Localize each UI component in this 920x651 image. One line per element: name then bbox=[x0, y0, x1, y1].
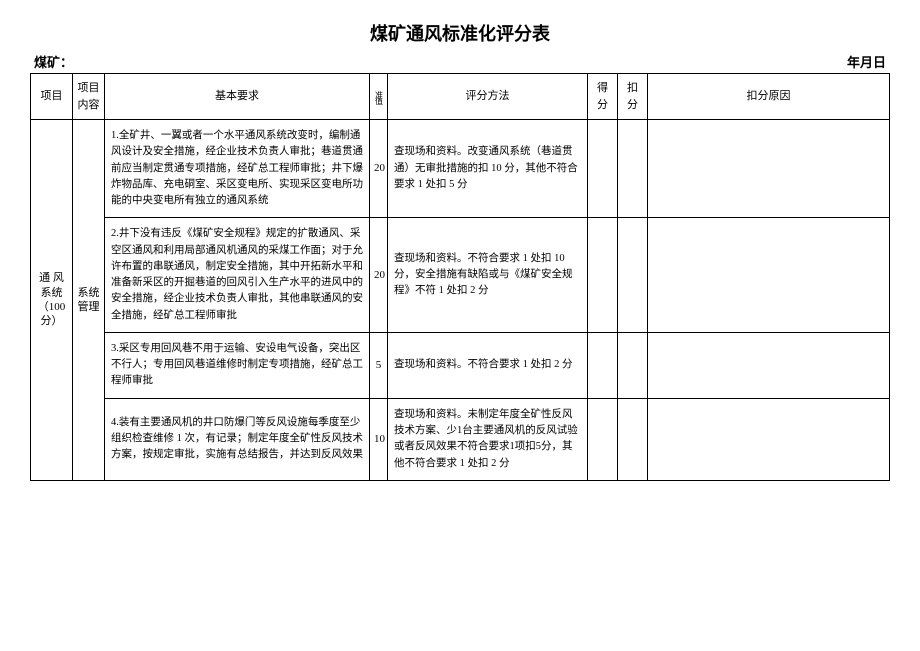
method-cell: 查现场和资料。改变通风系统（巷道贯通）无审批措施的扣 10 分，其他不符合要求 … bbox=[388, 120, 588, 218]
requirement-cell: 4.装有主要通风机的井口防爆门等反风设施每季度至少组织检查维修 1 次，有记录；… bbox=[105, 398, 370, 480]
score-cell bbox=[588, 120, 618, 218]
reason-cell bbox=[648, 120, 890, 218]
header-left: 煤矿： bbox=[34, 52, 73, 71]
requirement-cell: 1.全矿井、一翼或者一个水平通风系统改变时，编制通风设计及安全措施，经企业技术负… bbox=[105, 120, 370, 218]
col-content: 项目内容 bbox=[73, 74, 105, 120]
method-cell: 查现场和资料。不符合要求 1 处扣 10分，安全措施有缺陷或与《煤矿安全规程》不… bbox=[388, 218, 588, 333]
deduct-cell bbox=[618, 218, 648, 333]
score-cell bbox=[588, 218, 618, 333]
col-deduct: 扣分 bbox=[618, 74, 648, 120]
method-cell: 查现场和资料。未制定年度全矿性反风技术方案、少1台主要通风机的反风试验或者反风效… bbox=[388, 398, 588, 480]
requirement-cell: 2.井下没有违反《煤矿安全规程》规定的扩散通风、采空区通风和利用局部通风机通风的… bbox=[105, 218, 370, 333]
deduct-cell bbox=[618, 332, 648, 398]
table-row: 2.井下没有违反《煤矿安全规程》规定的扩散通风、采空区通风和利用局部通风机通风的… bbox=[31, 218, 890, 333]
table-row: 4.装有主要通风机的井口防爆门等反风设施每季度至少组织检查维修 1 次，有记录；… bbox=[31, 398, 890, 480]
project-cell: 通 风系统（100分） bbox=[31, 120, 73, 481]
table-row: 通 风系统（100分） 系统管理 1.全矿井、一翼或者一个水平通风系统改变时，编… bbox=[31, 120, 890, 218]
stdvalue-cell: 10 bbox=[370, 398, 388, 480]
method-cell: 查现场和资料。不符合要求 1 处扣 2 分 bbox=[388, 332, 588, 398]
reason-cell bbox=[648, 332, 890, 398]
stdvalue-cell: 20 bbox=[370, 218, 388, 333]
page-title: 煤矿通风标准化评分表 bbox=[30, 20, 890, 46]
table-header-row: 项目 项目内容 基本要求 准值 评分方法 得分 扣分 扣分原因 bbox=[31, 74, 890, 120]
content-cell: 系统管理 bbox=[73, 120, 105, 481]
col-project: 项目 bbox=[31, 74, 73, 120]
header-right: 年月日 bbox=[847, 52, 886, 71]
col-reason: 扣分原因 bbox=[648, 74, 890, 120]
col-method: 评分方法 bbox=[388, 74, 588, 120]
reason-cell bbox=[648, 398, 890, 480]
col-score: 得分 bbox=[588, 74, 618, 120]
score-table: 项目 项目内容 基本要求 准值 评分方法 得分 扣分 扣分原因 通 风系统（10… bbox=[30, 73, 890, 481]
requirement-cell: 3.采区专用回风巷不用于运输、安设电气设备，突出区不行人；专用回风巷道维修时制定… bbox=[105, 332, 370, 398]
header-line: 煤矿： 年月日 bbox=[30, 52, 890, 71]
score-cell bbox=[588, 398, 618, 480]
table-row: 3.采区专用回风巷不用于运输、安设电气设备，突出区不行人；专用回风巷道维修时制定… bbox=[31, 332, 890, 398]
col-stdvalue: 准值 bbox=[370, 74, 388, 120]
reason-cell bbox=[648, 218, 890, 333]
deduct-cell bbox=[618, 398, 648, 480]
stdvalue-cell: 5 bbox=[370, 332, 388, 398]
stdvalue-cell: 20 bbox=[370, 120, 388, 218]
deduct-cell bbox=[618, 120, 648, 218]
score-cell bbox=[588, 332, 618, 398]
col-requirement: 基本要求 bbox=[105, 74, 370, 120]
